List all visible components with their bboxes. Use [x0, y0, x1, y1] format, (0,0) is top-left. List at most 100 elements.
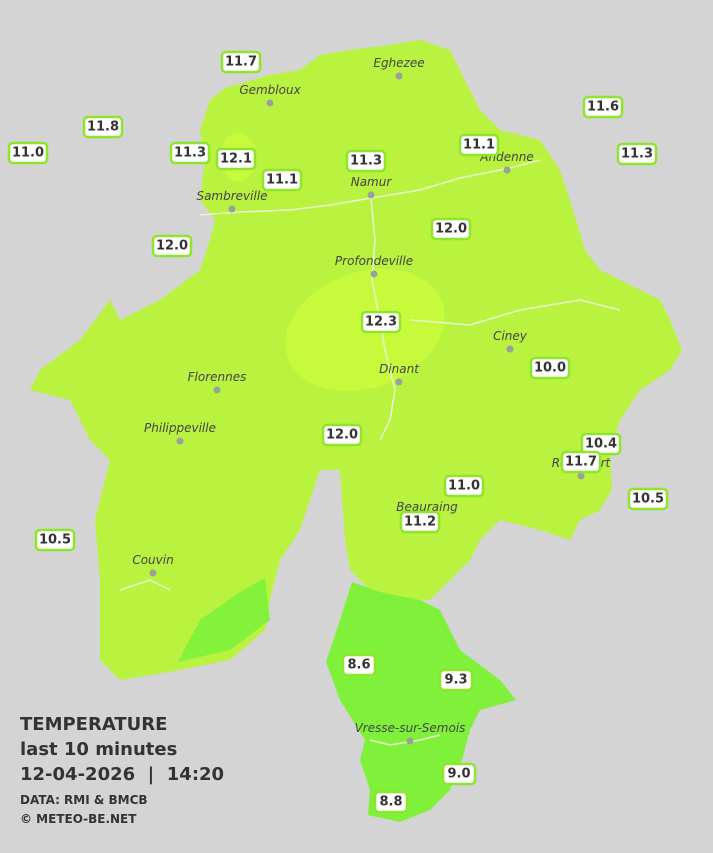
station: 11.1	[458, 133, 500, 157]
station-box	[529, 356, 571, 380]
station: 8.8	[373, 790, 409, 814]
city-label: Ciney	[493, 329, 528, 343]
station-value: 11.7	[565, 455, 597, 470]
city-dot	[228, 205, 236, 213]
legend-period: last 10 minutes	[20, 739, 177, 760]
city: Dinant	[379, 362, 420, 386]
station: 11.8	[82, 115, 124, 139]
city: Gembloux	[239, 83, 302, 107]
station-box	[458, 133, 500, 157]
station-value: 12.0	[326, 428, 358, 443]
city-label: Gembloux	[239, 83, 301, 97]
city-label: Beauraing	[396, 500, 458, 514]
city-label: Profondeville	[335, 254, 413, 268]
station-box	[151, 234, 193, 258]
legend-title: TEMPERATURE	[20, 714, 167, 735]
station-box	[261, 168, 303, 192]
city: Eghezee	[373, 56, 425, 80]
province	[30, 40, 682, 822]
city-dot	[577, 472, 585, 480]
station-box	[399, 510, 441, 534]
station-value: 11.0	[448, 479, 480, 494]
station: 11.6	[582, 95, 624, 119]
cool-zone	[178, 578, 270, 662]
station-box	[438, 668, 474, 692]
station-value: 10.0	[534, 361, 566, 376]
station-value: 11.0	[12, 146, 44, 161]
station: 11.0	[7, 141, 49, 165]
city-label: Couvin	[132, 553, 173, 567]
city-dot	[213, 386, 221, 394]
station-value: 12.1	[220, 152, 252, 167]
city: Ciney	[493, 329, 528, 353]
legend-source: DATA: RMI & BMCB	[20, 793, 148, 807]
legend-timestamp: 12-04-2026 | 14:20	[20, 764, 224, 785]
station-box	[373, 790, 409, 814]
city-dot	[395, 72, 403, 80]
city-label: Philippeville	[144, 421, 216, 435]
city: Vresse-sur-Semois	[355, 721, 465, 745]
station-box	[441, 762, 477, 786]
station-value: 9.0	[447, 767, 470, 782]
station: 11.7	[560, 450, 602, 474]
city: Florennes	[188, 370, 247, 394]
station-box	[560, 450, 602, 474]
stations: 11.7 11.8 11.0 11.3 12.1 11.1 11.3 11.1 11.6 11.3…	[7, 50, 669, 814]
station: 10.5	[627, 487, 669, 511]
station-value: 11.3	[621, 147, 653, 162]
station-box	[7, 141, 49, 165]
station-value: 11.3	[174, 146, 206, 161]
station-value: 11.7	[225, 55, 257, 70]
city-dot	[406, 737, 414, 745]
station-value: 8.6	[347, 658, 370, 673]
station-box	[582, 95, 624, 119]
station: 9.0	[441, 762, 477, 786]
station-box	[220, 50, 262, 74]
station-box	[215, 147, 257, 171]
station-value: 12.3	[365, 315, 397, 330]
station-box	[360, 310, 402, 334]
station: 11.0	[443, 474, 485, 498]
station-value: 11.1	[266, 173, 298, 188]
city-dot	[370, 270, 378, 278]
station-value: 8.8	[379, 795, 402, 810]
station: 10.5	[34, 528, 76, 552]
station: 12.0	[151, 234, 193, 258]
station-box	[580, 432, 622, 456]
station: 8.6	[341, 653, 377, 677]
city-dot	[266, 99, 274, 107]
city-label: Eghezee	[373, 56, 424, 70]
station: 11.3	[616, 142, 658, 166]
cool-zone	[326, 582, 516, 822]
station-box	[321, 423, 363, 447]
station-value: 11.8	[87, 120, 119, 135]
station: 10.0	[529, 356, 571, 380]
city-dot	[367, 191, 375, 199]
city: Profondeville	[335, 254, 413, 278]
city-dot	[149, 569, 157, 577]
station-box	[345, 149, 387, 173]
station-value: 11.6	[587, 100, 619, 115]
station-value: 10.5	[39, 533, 71, 548]
city: Namur	[351, 175, 392, 199]
station-box	[430, 217, 472, 241]
station: 12.3	[360, 310, 402, 334]
station-value: 11.1	[463, 138, 495, 153]
city-label: Sambreville	[196, 189, 267, 203]
station: 11.7	[220, 50, 262, 74]
city-dot	[503, 166, 511, 174]
station: 11.2	[399, 510, 441, 534]
legend: TEMPERATURE last 10 minutes 12-04-2026 |…	[20, 714, 224, 826]
station: 11.3	[169, 141, 211, 165]
station-value: 11.2	[404, 515, 436, 530]
city-label: Florennes	[188, 370, 247, 384]
station-box	[34, 528, 76, 552]
station: 12.1	[215, 147, 257, 171]
city-dot	[395, 378, 403, 386]
city: Philippeville	[144, 421, 216, 445]
station-box	[627, 487, 669, 511]
station: 11.1	[261, 168, 303, 192]
station-box	[443, 474, 485, 498]
station-box	[169, 141, 211, 165]
